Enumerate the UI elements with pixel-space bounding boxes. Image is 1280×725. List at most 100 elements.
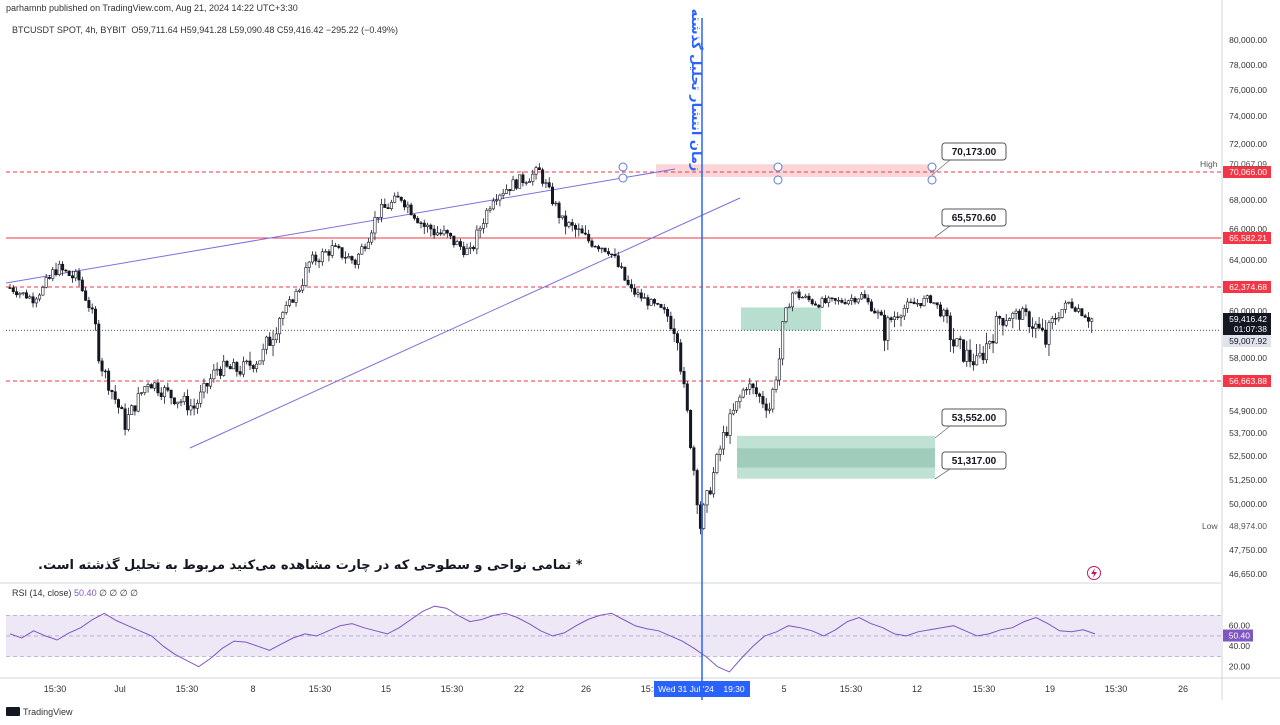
rsi-line [9, 605, 1096, 673]
candle-body [695, 470, 699, 506]
candle-body [245, 360, 249, 363]
y-tick-label: 72,000.00 [1229, 139, 1267, 149]
price-levels [6, 171, 1221, 382]
candle-body [968, 349, 972, 362]
callout-pointer [934, 425, 951, 439]
candle-body [264, 336, 268, 350]
candle-body [18, 293, 22, 296]
candle-body [1080, 308, 1084, 317]
candle-body [501, 192, 505, 196]
candle-body [278, 318, 282, 335]
symbol-legend[interactable]: BTCUSDT SPOT, 4h, BYBIT O59,711.64 H59,9… [12, 25, 398, 35]
candle-body [856, 298, 860, 303]
candle-body [186, 395, 190, 411]
candle-body [143, 386, 147, 393]
candle-body [807, 295, 811, 300]
candle-body [34, 298, 38, 304]
candle-body [1008, 318, 1012, 321]
candle-body [403, 200, 407, 208]
candle-body [458, 241, 462, 247]
candle-body [879, 311, 883, 316]
candle-body [587, 233, 591, 242]
candle-body [741, 389, 745, 398]
candle-body [1063, 302, 1067, 310]
candle-body [787, 306, 791, 309]
time-axis[interactable]: 15:30 Jul 15:30 8 15:30 15 15:30 22 26 15:30 5 15:3… [44, 681, 1188, 697]
candle-body [350, 256, 354, 261]
candle-body [333, 245, 337, 247]
candle-body [616, 255, 620, 267]
candle-body [363, 246, 367, 249]
price-level-label: 65,582.21 [1229, 233, 1267, 243]
candle-body [258, 360, 262, 365]
callout-label: 53,552.00 [952, 413, 997, 424]
tradingview-footer: TradingView [6, 707, 73, 717]
x-tick-label: 19 [1045, 684, 1055, 694]
candle-body [1021, 308, 1025, 320]
candle-body [1050, 318, 1054, 324]
y-tick-label: 46,650.00 [1229, 569, 1267, 579]
candle-body [981, 352, 985, 361]
candle-body [241, 361, 245, 375]
candle-body [758, 393, 762, 397]
x-tick-label: 5 [781, 684, 786, 694]
candle-body [948, 315, 952, 341]
current-price-tag [1223, 313, 1271, 335]
candle-body [205, 383, 209, 387]
candle-body [80, 279, 84, 292]
candle-body [965, 349, 969, 362]
rsi-band [6, 615, 1221, 657]
candle-body [814, 303, 818, 306]
candle-body [639, 292, 643, 299]
candle-body [853, 298, 857, 303]
callout-box [941, 408, 1007, 427]
rsi-legend[interactable]: RSI (14, close) 50.40 ∅ ∅ ∅ ∅ [12, 588, 138, 599]
candle-body [222, 360, 226, 376]
candle-body [955, 338, 959, 347]
price-axis[interactable]: 80,000.00 78,000.00 76,000.00 74,000.00 72,0… [1200, 35, 1271, 579]
candle-body [583, 232, 587, 235]
candle-body [817, 304, 821, 308]
candle-body [702, 504, 706, 529]
y-tick-label: 64,000.00 [1229, 255, 1267, 265]
ohlc-values: O59,711.64 H59,941.28 L59,090.48 C59,416… [131, 25, 398, 35]
resistance-zone [656, 164, 935, 177]
candle-body [199, 391, 203, 404]
candle-body [659, 303, 663, 308]
candle-body [994, 316, 998, 344]
drawing-handle-icon [927, 162, 937, 172]
y-tick-label: 47,750.00 [1229, 545, 1267, 555]
x-tick-label: 15:30 [973, 684, 996, 694]
candle-body [478, 227, 482, 231]
callout-pointer [934, 225, 951, 238]
vline-time-tag [718, 681, 750, 697]
candle-body [886, 317, 890, 341]
candle-body [626, 279, 630, 285]
candle-body [610, 253, 614, 256]
candle-body [100, 360, 104, 372]
candle-body [672, 328, 676, 334]
price-level-label: 56,663.88 [1229, 376, 1267, 386]
rsi-tick-label: 60.00 [1229, 621, 1251, 631]
candle-body [21, 292, 25, 294]
candle-body [564, 215, 568, 227]
candle-body [389, 201, 393, 209]
candle-body [1083, 315, 1087, 318]
candle-body [251, 365, 255, 369]
vline-time-label: 19:30 [723, 684, 745, 694]
callout-label: 51,317.00 [952, 456, 997, 467]
rsi-label: RSI (14, close) [12, 588, 72, 598]
candle-body [386, 207, 390, 209]
candle-body [396, 195, 400, 198]
candle-body [643, 297, 647, 299]
candle-body [412, 214, 416, 219]
candle-body [291, 299, 295, 303]
candle-body [376, 217, 380, 219]
x-tick-label: 15:30 [840, 684, 863, 694]
candle-body [682, 371, 686, 385]
candle-body [393, 195, 397, 203]
candle-body [1027, 311, 1031, 328]
candle-body [1017, 310, 1021, 320]
support-zone-core [737, 448, 935, 468]
